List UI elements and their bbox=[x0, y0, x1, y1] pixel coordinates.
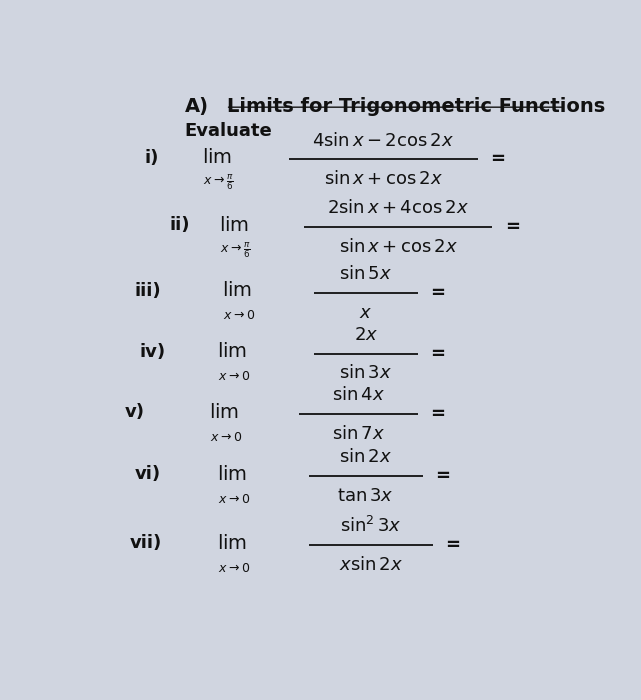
Text: Evaluate: Evaluate bbox=[185, 122, 272, 140]
Text: $x \rightarrow 0$: $x \rightarrow 0$ bbox=[210, 430, 242, 444]
Text: $\tan 3x$: $\tan 3x$ bbox=[337, 486, 394, 505]
Text: ii): ii) bbox=[169, 216, 190, 235]
Text: $4 \sin x - 2 \cos 2x$: $4 \sin x - 2 \cos 2x$ bbox=[312, 132, 454, 150]
Text: $\mathrm{lim}$: $\mathrm{lim}$ bbox=[219, 216, 249, 234]
Text: $\mathrm{lim}$: $\mathrm{lim}$ bbox=[217, 533, 247, 553]
Text: iii): iii) bbox=[135, 282, 162, 300]
Text: i): i) bbox=[145, 149, 159, 167]
Text: $\sin 4x$: $\sin 4x$ bbox=[332, 386, 385, 404]
Text: vi): vi) bbox=[135, 466, 161, 483]
Text: $x \rightarrow 0$: $x \rightarrow 0$ bbox=[218, 561, 250, 575]
Text: $\sin 7x$: $\sin 7x$ bbox=[332, 425, 385, 443]
Text: $\sin x + \cos 2x$: $\sin x + \cos 2x$ bbox=[338, 238, 458, 256]
Text: $x \rightarrow 0$: $x \rightarrow 0$ bbox=[222, 309, 255, 322]
Text: Limits for Trigonometric Functions: Limits for Trigonometric Functions bbox=[227, 97, 605, 116]
Text: $\sin 5x$: $\sin 5x$ bbox=[339, 265, 392, 283]
Text: $x \rightarrow \frac{\pi}{6}$: $x \rightarrow \frac{\pi}{6}$ bbox=[203, 173, 233, 193]
Text: $\sin^{2} 3x$: $\sin^{2} 3x$ bbox=[340, 516, 401, 536]
Text: $\mathrm{lim}$: $\mathrm{lim}$ bbox=[209, 402, 239, 422]
Text: A): A) bbox=[185, 97, 208, 116]
Text: $x$: $x$ bbox=[359, 304, 372, 321]
Text: $\mathrm{lim}$: $\mathrm{lim}$ bbox=[222, 281, 252, 300]
Text: iv): iv) bbox=[140, 343, 166, 361]
Text: $x \sin 2x$: $x \sin 2x$ bbox=[338, 556, 403, 574]
Text: $x \rightarrow \frac{\pi}{6}$: $x \rightarrow \frac{\pi}{6}$ bbox=[221, 240, 251, 260]
Text: =: = bbox=[445, 536, 460, 554]
Text: =: = bbox=[430, 405, 445, 423]
Text: $\sin x + \cos 2x$: $\sin x + \cos 2x$ bbox=[324, 170, 443, 188]
Text: =: = bbox=[430, 284, 445, 302]
Text: =: = bbox=[435, 467, 451, 485]
Text: $\mathrm{lim}$: $\mathrm{lim}$ bbox=[217, 342, 247, 361]
Text: $x \rightarrow 0$: $x \rightarrow 0$ bbox=[218, 370, 250, 383]
Text: =: = bbox=[505, 218, 520, 236]
Text: $\mathrm{lim}$: $\mathrm{lim}$ bbox=[202, 148, 232, 167]
Text: =: = bbox=[490, 150, 505, 169]
Text: $2 \sin x + 4 \cos 2x$: $2 \sin x + 4 \cos 2x$ bbox=[327, 199, 469, 217]
Text: $\sin 3x$: $\sin 3x$ bbox=[339, 365, 392, 382]
Text: =: = bbox=[430, 344, 445, 363]
Text: $2x$: $2x$ bbox=[354, 326, 378, 344]
Text: $\mathrm{lim}$: $\mathrm{lim}$ bbox=[217, 465, 247, 484]
Text: $\sin 2x$: $\sin 2x$ bbox=[339, 448, 392, 466]
Text: $x \rightarrow 0$: $x \rightarrow 0$ bbox=[218, 493, 250, 505]
Text: v): v) bbox=[125, 403, 145, 421]
Text: vii): vii) bbox=[129, 534, 162, 552]
